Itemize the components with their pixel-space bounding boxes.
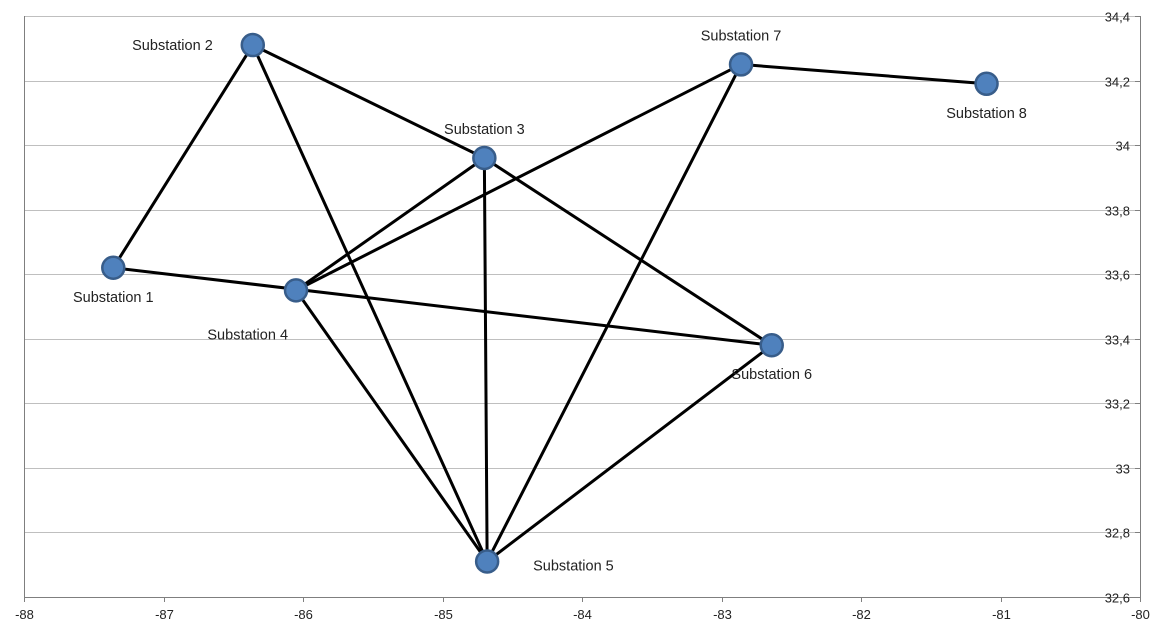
- node-s7: [728, 52, 754, 77]
- node-label-s4: Substation 4: [207, 327, 288, 343]
- x-tick-label-2: -86: [294, 607, 313, 622]
- node-s3: [472, 145, 497, 171]
- y-tick-label-2: 33: [1116, 462, 1130, 477]
- edge-s5-s6: [485, 343, 774, 563]
- node-label-s6: Substation 6: [731, 367, 812, 383]
- edge-s7-s8: [739, 62, 989, 86]
- y-axis-tick-labels: 32,6 32,8 33 33,2 33,4 33,6 33,8 34 34,2 34,4: [1105, 10, 1140, 606]
- y-tick-label-4: 33,4: [1105, 333, 1130, 348]
- x-tick-label-5: -83: [713, 607, 732, 622]
- node-label-s7: Substation 7: [701, 28, 782, 44]
- edge-s1-s2: [111, 43, 255, 270]
- y-tick-label-3: 33,2: [1105, 397, 1130, 412]
- node-labels-layer: Substation 1 Substation 2 Substation 3 Subs…: [73, 28, 1027, 574]
- nodes-layer: [101, 32, 999, 574]
- y-tick-label-1: 32,8: [1105, 526, 1130, 541]
- y-tick-label-5: 33,6: [1105, 268, 1130, 283]
- node-label-s1: Substation 1: [73, 290, 154, 306]
- node-label-s2: Substation 2: [132, 38, 213, 54]
- x-tick-label-3: -85: [434, 607, 453, 622]
- edge-s2-s5: [251, 43, 489, 563]
- y-tick-label-7: 34: [1116, 139, 1130, 154]
- x-tick-label-8: -80: [1131, 607, 1150, 622]
- horizontal-gridlines: [24, 16, 1140, 598]
- y-tick-label-8: 34,2: [1105, 75, 1130, 90]
- x-tick-label-7: -81: [992, 607, 1011, 622]
- y-tick-label-6: 33,8: [1105, 204, 1130, 219]
- x-tick-label-1: -87: [155, 607, 174, 622]
- edge-s4-s5: [294, 288, 489, 563]
- node-label-s8: Substation 8: [946, 106, 1027, 122]
- node-label-s5: Substation 5: [533, 558, 614, 574]
- edge-s2-s3: [251, 43, 486, 160]
- x-tick-label-0: -88: [15, 607, 34, 622]
- y-tick-label-0: 32,6: [1105, 591, 1130, 606]
- edge-s3-s6: [482, 156, 774, 347]
- node-s5: [474, 549, 500, 574]
- x-tick-label-4: -84: [573, 607, 592, 622]
- node-s8: [974, 71, 999, 97]
- x-axis-tick-labels: -88 -87 -86 -85 -84 -83 -82 -81 -80: [15, 597, 1150, 622]
- edge-s5-s7: [485, 62, 743, 563]
- node-s2: [240, 32, 266, 58]
- x-tick-label-6: -82: [852, 607, 871, 622]
- node-s6: [759, 332, 784, 358]
- edge-s3-s5: [482, 156, 489, 563]
- node-s4: [283, 278, 309, 303]
- edges-layer: [111, 43, 989, 563]
- edge-s4-s7: [294, 62, 743, 292]
- edge-s1-s6: [111, 266, 774, 347]
- node-s1: [101, 255, 126, 281]
- y-tick-label-9: 34,4: [1105, 10, 1130, 25]
- node-label-s3: Substation 3: [444, 122, 525, 138]
- edge-s3-s4: [294, 156, 486, 292]
